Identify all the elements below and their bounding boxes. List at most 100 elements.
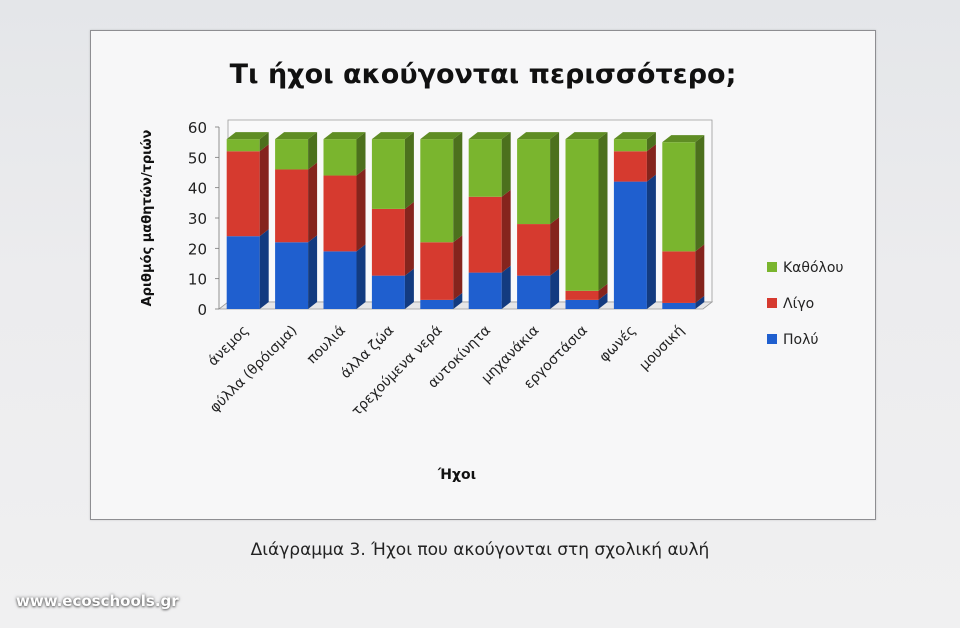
stacked-bar-chart: Τι ήχοι ακούγονται περισσότερο; 0 10 20 30 40… xyxy=(140,59,844,483)
bar-segment-Λίγο xyxy=(613,151,647,182)
x-tick-label: φωνές xyxy=(596,323,639,366)
figure-caption: Διάγραμμα 3. Ήχοι που ακούγονται στη σχο… xyxy=(250,540,710,560)
bar-top-face xyxy=(468,132,511,140)
bar-segment-Λίγο xyxy=(420,242,454,300)
bar-top-face xyxy=(371,132,414,140)
bar-segment-Πολύ xyxy=(275,242,309,309)
bar-segment-Καθόλου xyxy=(275,139,309,170)
bar-segment-Καθόλου xyxy=(323,139,357,176)
bar-segment-Λίγο xyxy=(517,224,551,276)
y-tick-label: 20 xyxy=(188,240,207,258)
bar-segment-side xyxy=(453,292,463,309)
bar-segment-side xyxy=(501,132,511,197)
bar-top-face xyxy=(323,132,366,140)
bar-segment-Πολύ xyxy=(662,302,696,309)
y-tick-label: 0 xyxy=(197,301,207,319)
bar-stack xyxy=(468,132,511,309)
bar-top-face xyxy=(613,132,656,140)
legend-swatch xyxy=(767,298,777,308)
bar-segment-side xyxy=(550,268,560,309)
x-tick-label: πουλιά xyxy=(304,323,349,368)
x-tick-label: φύλλα (θρόισμα) xyxy=(207,323,301,417)
bar-segment-side xyxy=(501,265,511,309)
bar-segment-Λίγο xyxy=(226,151,260,237)
bar-stack xyxy=(275,132,318,309)
bar-stack xyxy=(662,135,705,309)
bar-segment-side xyxy=(695,135,705,252)
bar-segment-side xyxy=(598,132,608,291)
bar-segment-Πολύ xyxy=(226,236,260,309)
bar-top-face xyxy=(275,132,318,140)
x-tick-label: μουσική xyxy=(636,323,687,374)
bar-segment-side xyxy=(453,132,463,243)
bar-stack xyxy=(517,132,560,309)
bar-segment-side xyxy=(453,235,463,300)
bar-stack xyxy=(613,132,656,309)
bar-segment-Καθόλου xyxy=(420,139,454,243)
legend: Καθόλου Λίγο Πολύ xyxy=(767,260,844,348)
bar-segment-side xyxy=(356,244,366,309)
bar-segment-Πολύ xyxy=(371,275,405,309)
bar-segment-side xyxy=(308,162,318,243)
y-tick-label: 60 xyxy=(188,119,207,137)
bar-segment-Λίγο xyxy=(275,169,309,243)
y-tick-label: 40 xyxy=(188,180,207,198)
y-axis-label: Αριθμός μαθητών/τριών xyxy=(140,129,155,306)
bar-stack xyxy=(420,132,463,309)
bar-segment-Πολύ xyxy=(565,299,599,309)
chart-frame: Τι ήχοι ακούγονται περισσότερο; 0 10 20 30 40… xyxy=(90,30,876,520)
bar-segment-side xyxy=(646,132,656,152)
bar-segment-Καθόλου xyxy=(613,139,647,152)
bar-segment-Λίγο xyxy=(662,251,696,303)
legend-label: Πολύ xyxy=(783,332,818,348)
bar-stack xyxy=(565,132,608,309)
legend-swatch xyxy=(767,334,777,344)
bar-segment-side xyxy=(695,295,705,309)
bar-top-face xyxy=(662,135,705,143)
bar-top-face xyxy=(517,132,560,140)
bar-segment-Πολύ xyxy=(323,251,357,309)
bar-segment-side xyxy=(598,292,608,309)
bar-segment-side xyxy=(550,132,560,225)
bar-segment-side xyxy=(356,132,366,176)
bar-segment-Καθόλου xyxy=(662,142,696,252)
bar-segment-Καθόλου xyxy=(226,139,260,152)
bar-segment-side xyxy=(259,132,269,152)
bar-segment-side xyxy=(646,144,656,182)
bar-segment-Πολύ xyxy=(613,181,647,309)
bar-stack xyxy=(226,132,269,309)
bar-segment-Πολύ xyxy=(517,275,551,309)
bar-top-face xyxy=(226,132,269,140)
watermark: www.ecoschools.gr xyxy=(16,592,179,610)
x-axis-label: Ήχοι xyxy=(437,467,476,483)
bar-segment-Καθόλου xyxy=(565,139,599,291)
bar-segment-side xyxy=(646,174,656,309)
bar-segment-side xyxy=(501,189,511,273)
bar-segment-side xyxy=(598,283,608,300)
bar-stack xyxy=(371,132,414,309)
bar-segment-Καθόλου xyxy=(517,139,551,225)
bar-segment-Λίγο xyxy=(565,290,599,300)
bar-segment-side xyxy=(308,132,318,170)
x-tick-label: άνεμος xyxy=(205,323,252,370)
bar-top-face xyxy=(565,132,608,140)
bar-segment-Καθόλου xyxy=(371,139,405,209)
bar-segment-Λίγο xyxy=(371,208,405,276)
bar-segment-side xyxy=(259,144,269,237)
x-tick-label: τρεχούμενα νερά xyxy=(349,323,446,420)
legend-label: Καθόλου xyxy=(783,260,844,276)
bar-segment-side xyxy=(404,132,414,209)
bar-segment-side xyxy=(695,244,705,303)
bar-segment-Λίγο xyxy=(468,196,502,273)
bar-segment-side xyxy=(404,201,414,276)
chart-title: Τι ήχοι ακούγονται περισσότερο; xyxy=(230,59,737,90)
y-tick-label: 10 xyxy=(188,271,207,289)
bar-top-face xyxy=(420,132,463,140)
y-tick-label: 30 xyxy=(188,210,207,228)
bar-segment-side xyxy=(356,168,366,252)
bar-segment-Λίγο xyxy=(323,175,357,252)
bar-segment-Πολύ xyxy=(420,299,454,309)
y-tick-label: 50 xyxy=(188,149,207,167)
legend-label: Λίγο xyxy=(783,296,814,312)
bar-segment-side xyxy=(404,268,414,309)
